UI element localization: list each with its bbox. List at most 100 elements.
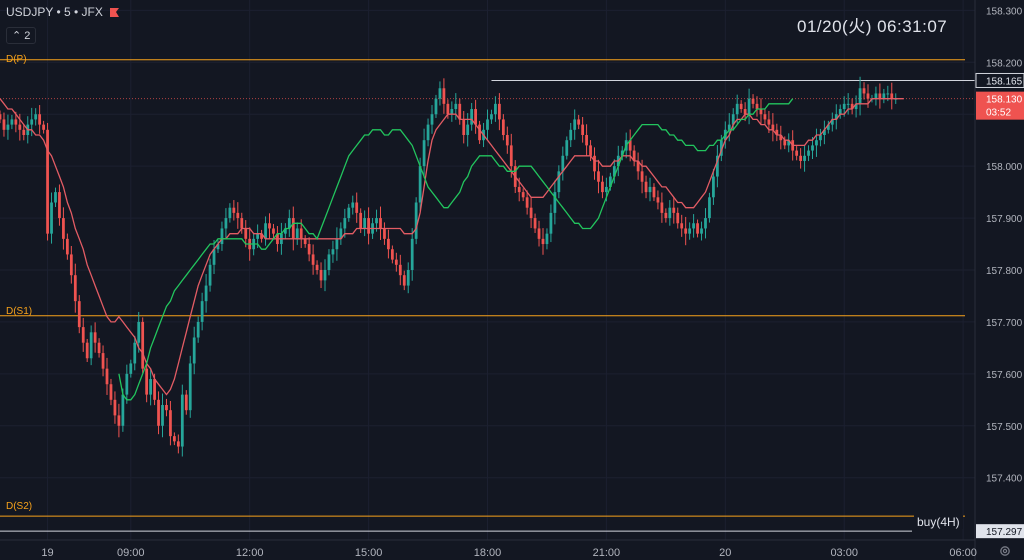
indicator-collapse-toggle[interactable]: ⌃ 2 [6,27,37,44]
candle-up [553,192,557,213]
candle-up [295,228,299,239]
candle-down [759,109,763,115]
candle-down [628,140,632,151]
candle-up [347,207,351,219]
pivot-label: D(P) [6,54,27,65]
candle-up [410,238,414,270]
y-tick-label: 157.400 [986,474,1023,485]
candle-up [545,233,549,245]
candle-down [779,135,783,141]
candle-down [58,192,61,219]
candle-up [224,218,228,229]
buy-price-tag-label: 157.297 [986,527,1023,538]
candle-down [311,254,315,265]
y-tick-label: 157.800 [986,266,1023,277]
candle-down [101,353,105,369]
y-tick-label: 157.600 [986,370,1023,381]
candle-down [462,119,466,135]
candle-down [866,93,870,99]
symbol-label: USDJPY • 5 • JFX [6,5,103,19]
candle-down [878,93,882,99]
candle-down [446,103,450,115]
high-price-tag-label: 158.165 [986,76,1023,87]
countdown-label: 03:52 [986,108,1011,119]
candle-down [355,202,359,213]
candle-up [565,140,569,156]
candle-up [34,114,38,120]
candle-up [283,228,287,234]
candle-down [307,244,311,255]
candle-up [343,218,347,229]
candle-down [525,197,529,208]
gear-icon[interactable] [999,545,1011,557]
candle-up [196,321,200,338]
candle-up [50,202,53,234]
candle-down [680,223,684,229]
candle-up [363,218,367,229]
candle-down [783,140,787,146]
candle-up [612,166,616,177]
candle-down [739,103,743,110]
candle-down [601,181,604,193]
slow-ma-line [0,98,904,396]
candle-down [176,441,180,447]
candle-up [454,103,458,110]
candle-down [0,114,2,120]
candle-up [212,249,216,265]
candle-up [490,114,493,120]
candle-up [838,109,842,115]
price-tags: 158.165 158.130 03:52 157.297 [975,72,1024,539]
candle-up [426,124,430,141]
candle-down [383,228,386,239]
candle-down [260,233,263,239]
candle-down [537,228,541,239]
candle-up [180,394,184,447]
candle-down [458,103,462,120]
moving-averages [0,98,904,401]
candle-up [188,363,192,411]
candle-down [65,238,69,255]
x-tick-label: 09:00 [117,547,145,559]
candle-up [430,114,434,125]
buy-order-label[interactable]: buy(4H) [914,515,963,529]
candle-down [394,259,398,265]
candle-up [137,321,141,343]
candle-up [422,140,426,167]
candle-up [569,129,573,141]
time-axis[interactable]: 19 09:00 12:00 15:00 18:00 21:00 20 03:00 06:00 [41,547,976,559]
x-tick-label: 18:00 [474,547,502,559]
s1-label: D(S1) [6,306,33,317]
candle-up [692,223,695,229]
candle-down [660,202,664,213]
candle-down [696,223,699,234]
candle-up [450,109,454,115]
symbol-header[interactable]: USDJPY • 5 • JFX [6,5,120,19]
candle-up [803,155,806,161]
flag-icon[interactable] [109,7,120,18]
candle-up [375,218,378,224]
y-tick-label: 157.500 [986,422,1023,433]
candle-down [636,160,640,172]
candle-up [823,129,826,135]
y-tick-label: 158.300 [986,6,1023,17]
candle-down [398,264,402,276]
candle-down [85,342,89,359]
candle-up [287,218,291,229]
candle-down [14,119,18,125]
candle-up [256,233,260,239]
candle-down [743,109,747,115]
fast-ema-line [118,98,794,401]
candle-down [236,212,240,219]
candle-down [46,129,49,234]
candle-up [204,285,208,302]
candle-down [145,368,149,395]
candle-up [648,186,652,193]
grid [0,0,975,540]
candle-down [505,135,509,146]
candle-down [585,135,588,146]
candle-down [93,332,97,343]
candle-up [438,88,442,99]
candle-up [220,228,224,245]
